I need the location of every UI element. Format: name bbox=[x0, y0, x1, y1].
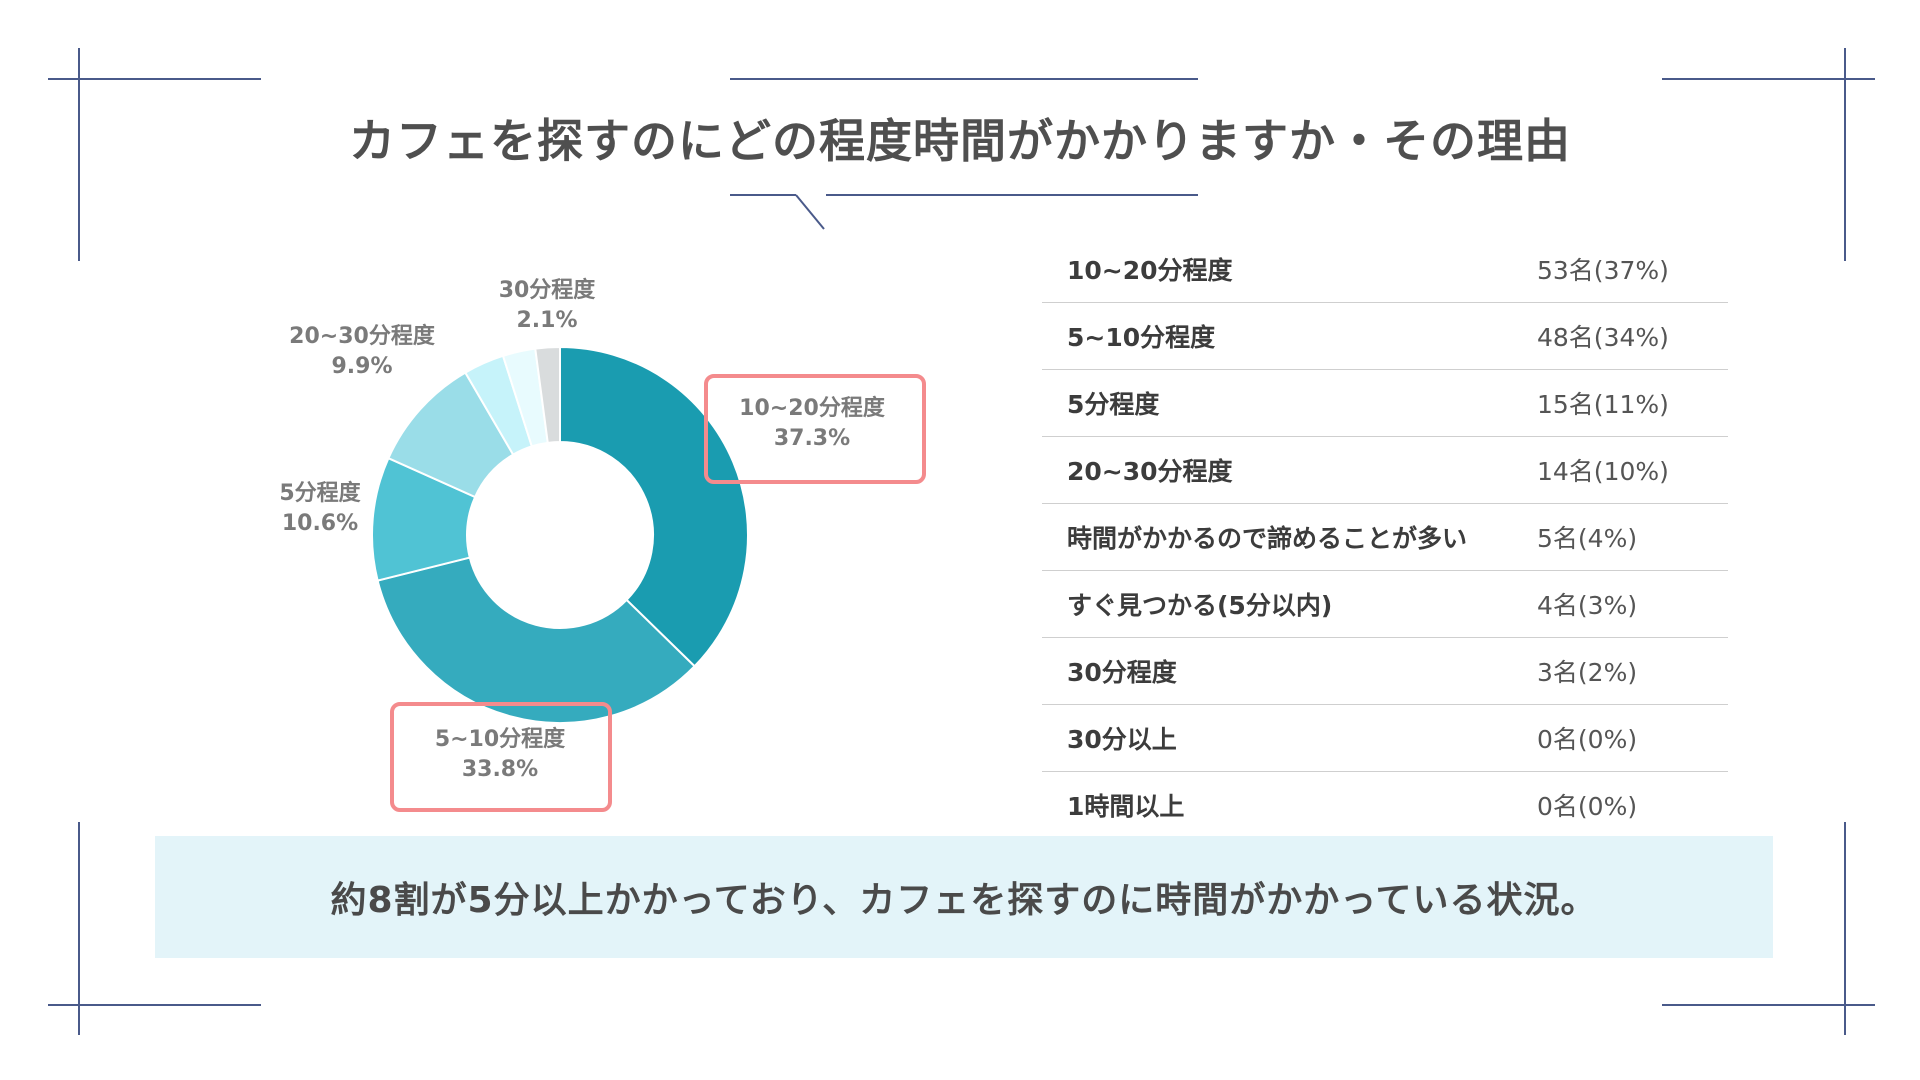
slice-value-label: 9.9% bbox=[331, 354, 392, 379]
table-row: 20~30分程度 14名(10%) bbox=[1042, 437, 1728, 504]
donut-slice bbox=[534, 345, 561, 444]
highlight-box bbox=[704, 374, 926, 484]
table-row: 10~20分程度 53名(37%) bbox=[1042, 236, 1728, 303]
row-value: 0名(0%) bbox=[1537, 792, 1638, 821]
slice-value-label: 10.6% bbox=[282, 511, 358, 536]
table-row: 30分以上 0名(0%) bbox=[1042, 705, 1728, 772]
title-rule-top bbox=[730, 78, 1198, 80]
row-label: 5分程度 bbox=[1067, 390, 1160, 419]
slice-value-label: 33.8% bbox=[462, 757, 538, 782]
results-table: 10~20分程度 53名(37%) 5~10分程度 48名(34%) 5分程度 15名… bbox=[1042, 236, 1728, 838]
row-label: 30分程度 bbox=[1067, 658, 1177, 687]
row-label: 20~30分程度 bbox=[1067, 457, 1233, 486]
table-row: 5~10分程度 48名(34%) bbox=[1042, 303, 1728, 370]
slice-label: 5分程度 bbox=[279, 480, 361, 506]
slice-label: 10~20分程度 bbox=[739, 395, 886, 421]
slice-label: 30分程度 bbox=[499, 277, 597, 303]
row-value: 3名(2%) bbox=[1537, 658, 1638, 687]
frame-corner-bottom-left-v bbox=[78, 822, 80, 1035]
row-value: 14名(10%) bbox=[1537, 457, 1669, 486]
page-title: カフェを探すのにどの程度時間がかかりますか・その理由 bbox=[349, 114, 1571, 168]
frame-corner-top-left-v bbox=[78, 48, 80, 261]
frame-corner-top-right-h bbox=[1662, 78, 1875, 80]
table-row: 時間がかかるので諦めることが多い 5名(4%) bbox=[1042, 504, 1728, 571]
row-value: 5名(4%) bbox=[1537, 524, 1638, 553]
donut-slice bbox=[559, 345, 749, 668]
title-rule-bottom-right bbox=[826, 194, 1198, 196]
row-label: 10~20分程度 bbox=[1067, 256, 1233, 285]
row-label: すぐ見つかる(5分以内) bbox=[1067, 591, 1333, 620]
row-value: 4名(3%) bbox=[1537, 591, 1638, 620]
row-label: 30分以上 bbox=[1067, 725, 1177, 754]
row-value: 48名(34%) bbox=[1537, 323, 1669, 352]
table-row: 1時間以上 0名(0%) bbox=[1042, 772, 1728, 838]
donut-chart: 10~20分程度 37.3% 5~10分程度 33.8% 5分程度 10.6% 20~30分… bbox=[279, 277, 926, 812]
slice-label: 5~10分程度 bbox=[435, 726, 566, 752]
slice-value-label: 2.1% bbox=[516, 308, 577, 333]
row-label: 時間がかかるので諦めることが多い bbox=[1067, 524, 1468, 553]
row-value: 53名(37%) bbox=[1537, 256, 1669, 285]
donut-slice bbox=[376, 556, 697, 724]
title-pointer-tick bbox=[795, 194, 825, 230]
slice-label: 20~30分程度 bbox=[289, 323, 436, 349]
table-row: 5分程度 15名(11%) bbox=[1042, 370, 1728, 437]
summary-text: 約8割が5分以上かかっており、カフェを探すのに時間がかかっている状況。 bbox=[330, 880, 1598, 921]
row-label: 1時間以上 bbox=[1067, 792, 1185, 821]
frame-corner-bottom-left-h bbox=[48, 1004, 261, 1006]
table-row: すぐ見つかる(5分以内) 4名(3%) bbox=[1042, 571, 1728, 638]
row-label: 5~10分程度 bbox=[1067, 323, 1216, 352]
row-value: 15名(11%) bbox=[1537, 390, 1669, 419]
summary-banner: 約8割が5分以上かかっており、カフェを探すのに時間がかかっている状況。 bbox=[155, 836, 1773, 958]
title-rule-bottom-left bbox=[730, 194, 796, 196]
slice-value-label: 37.3% bbox=[774, 426, 850, 451]
frame-corner-bottom-right-h bbox=[1662, 1004, 1875, 1006]
frame-corner-top-left-h bbox=[48, 78, 261, 80]
row-value: 0名(0%) bbox=[1537, 725, 1638, 754]
frame-corner-bottom-right-v bbox=[1844, 822, 1846, 1035]
frame-corner-top-right-v bbox=[1844, 48, 1846, 261]
table-row: 30分程度 3名(2%) bbox=[1042, 638, 1728, 705]
highlight-box bbox=[390, 702, 612, 812]
